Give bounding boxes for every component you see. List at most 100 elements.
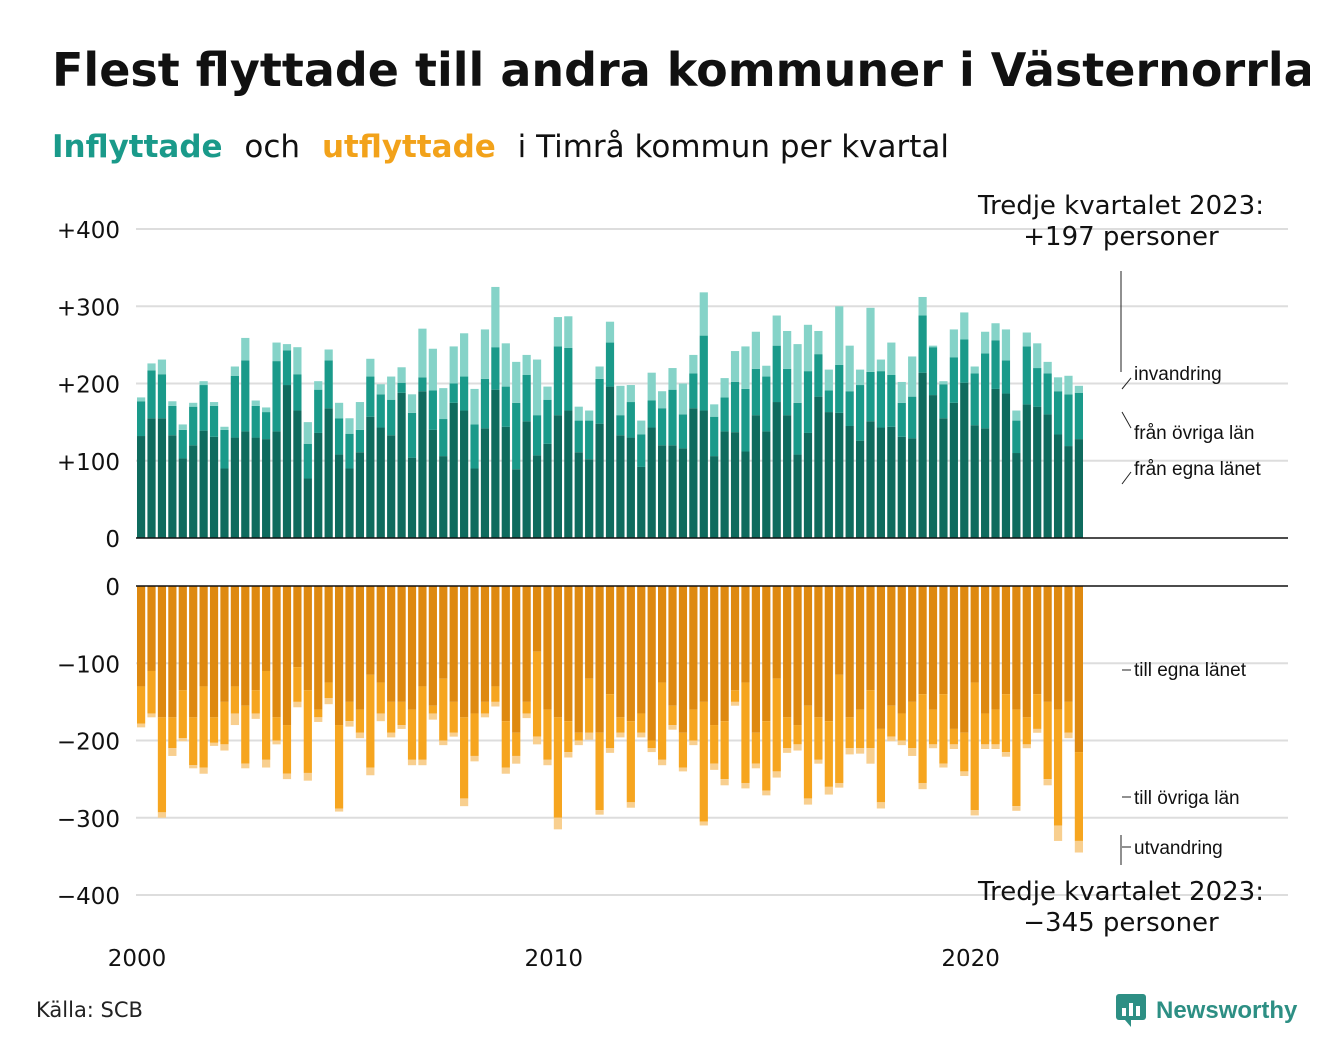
bar-out-2 xyxy=(282,773,292,780)
bar-in-0 xyxy=(199,430,208,538)
bar-in-1 xyxy=(209,405,219,437)
bar-in-0 xyxy=(449,402,458,538)
bar-in-1 xyxy=(605,342,615,387)
y-tick-label-top: +400 xyxy=(57,218,120,244)
y-tick-label-bottom: −400 xyxy=(57,884,120,910)
bar-out-1 xyxy=(876,728,886,803)
bar-out-0 xyxy=(793,586,802,726)
bar-in-1 xyxy=(543,399,552,444)
bar-in-1 xyxy=(449,383,458,403)
bar-in-1 xyxy=(824,390,833,413)
source-note: Källa: SCB xyxy=(36,998,143,1022)
bar-out-0 xyxy=(241,586,250,706)
bar-in-0 xyxy=(470,468,479,538)
bar-in-0 xyxy=(595,423,604,538)
bar-in-0 xyxy=(209,436,219,538)
bar-out-2 xyxy=(751,763,760,769)
bar-in-2 xyxy=(751,331,760,369)
bar-in-2 xyxy=(168,401,177,406)
bar-out-0 xyxy=(564,586,573,722)
bar-in-1 xyxy=(1001,360,1011,394)
bar-out-0 xyxy=(678,586,688,733)
bar-in-1 xyxy=(220,429,229,469)
bar-out-1 xyxy=(168,717,177,749)
bar-in-2 xyxy=(949,329,958,358)
bar-in-0 xyxy=(918,372,927,538)
bar-out-1 xyxy=(981,713,990,745)
bar-in-1 xyxy=(345,433,354,469)
bar-in-2 xyxy=(668,368,677,390)
bar-in-1 xyxy=(355,429,365,453)
bar-in-2 xyxy=(574,406,583,421)
bar-in-0 xyxy=(605,386,615,538)
bar-out-0 xyxy=(230,586,239,687)
bar-out-0 xyxy=(303,586,312,691)
bar-in-1 xyxy=(981,353,990,429)
bar-out-2 xyxy=(137,723,146,728)
bar-out-0 xyxy=(460,586,469,718)
bar-out-2 xyxy=(501,767,510,774)
bar-in-1 xyxy=(522,375,531,422)
bar-in-0 xyxy=(991,388,1000,538)
bar-out-0 xyxy=(522,586,531,702)
bar-out-1 xyxy=(345,701,354,722)
bar-out-0 xyxy=(449,586,458,702)
bar-out-1 xyxy=(574,732,583,741)
bar-out-2 xyxy=(626,802,635,808)
bottom-series-labels: till egna länet till övriga län utvandri… xyxy=(1122,660,1247,859)
bar-out-0 xyxy=(699,586,708,702)
bar-out-2 xyxy=(314,717,323,722)
bar-in-0 xyxy=(783,415,792,538)
bar-out-2 xyxy=(532,736,542,745)
bar-out-2 xyxy=(1022,744,1031,749)
bar-in-2 xyxy=(616,385,625,416)
bar-in-0 xyxy=(491,389,500,538)
bar-in-2 xyxy=(262,407,271,413)
bar-in-1 xyxy=(803,371,813,433)
bar-out-0 xyxy=(209,586,219,718)
bar-out-2 xyxy=(897,740,906,746)
bar-in-1 xyxy=(407,412,417,458)
bar-out-0 xyxy=(783,586,792,718)
bar-in-0 xyxy=(366,416,375,538)
bar-out-2 xyxy=(178,738,187,742)
bar-in-2 xyxy=(522,354,531,376)
bar-out-2 xyxy=(345,721,354,727)
bar-in-0 xyxy=(845,425,854,538)
bar-out-1 xyxy=(272,717,281,741)
bar-out-0 xyxy=(908,586,917,702)
bar-out-1 xyxy=(397,701,406,726)
bar-in-1 xyxy=(251,405,260,438)
bar-out-2 xyxy=(970,810,979,816)
bar-in-2 xyxy=(1001,329,1011,361)
bar-in-0 xyxy=(376,427,385,538)
bar-in-2 xyxy=(397,367,406,383)
bar-in-1 xyxy=(928,347,938,396)
bar-out-1 xyxy=(970,682,979,811)
bar-out-2 xyxy=(793,744,802,751)
bar-in-2 xyxy=(970,366,979,374)
bar-out-0 xyxy=(512,586,521,733)
bar-in-1 xyxy=(1012,420,1021,454)
bar-in-2 xyxy=(532,359,542,416)
bar-in-1 xyxy=(418,377,427,392)
bar-in-0 xyxy=(262,439,271,538)
bar-out-2 xyxy=(710,763,719,770)
y-tick-label-top: +200 xyxy=(57,373,120,399)
bar-out-1 xyxy=(1053,709,1063,826)
bar-in-1 xyxy=(168,405,177,436)
bar-in-1 xyxy=(647,400,656,428)
bar-in-1 xyxy=(303,443,312,479)
bar-in-2 xyxy=(845,345,854,392)
bar-in-2 xyxy=(314,381,323,390)
bar-in-2 xyxy=(1043,361,1052,374)
bar-out-0 xyxy=(1064,586,1073,702)
bar-in-0 xyxy=(876,427,886,538)
bar-out-1 xyxy=(199,686,208,768)
brand-logo: Newsworthy xyxy=(1116,994,1297,1028)
bar-out-1 xyxy=(334,725,344,809)
bar-in-0 xyxy=(960,382,969,538)
bar-out-1 xyxy=(241,705,250,764)
bar-out-1 xyxy=(314,709,323,718)
bar-in-1 xyxy=(949,357,958,403)
